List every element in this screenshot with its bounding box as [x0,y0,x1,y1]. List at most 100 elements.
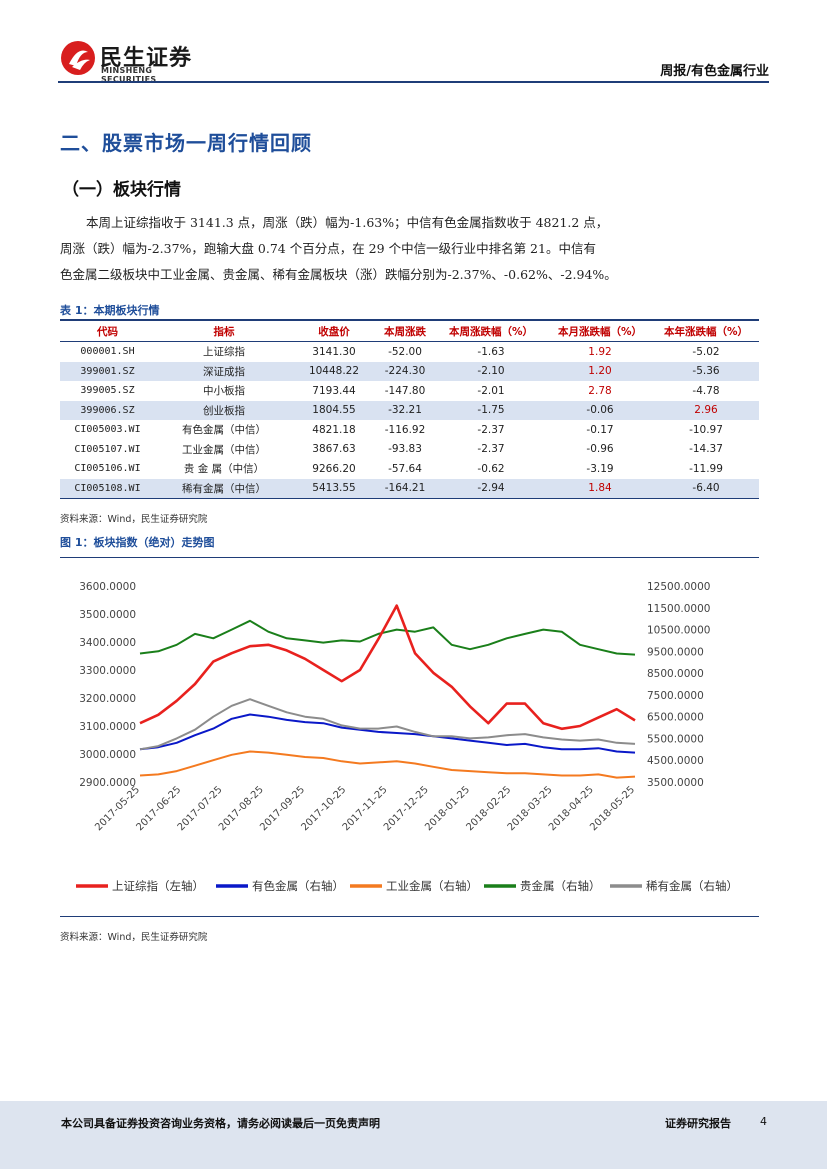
cell-close: 1804.55 [293,400,375,420]
right-axis-tick-label: 5500.0000 [647,733,704,745]
series-line [139,619,636,656]
cell-ytd-pct: -6.40 [653,478,759,499]
cell-monthly-pct: 1.20 [547,361,653,381]
cell-code: 399006.SZ [60,400,155,420]
table-row: CI005003.WI 有色金属（中信） 4821.18 -116.92 -2.… [60,420,759,440]
table-caption: 表 1：本期板块行情 [60,304,160,317]
logo-text-en: MINSHENG SECURITIES [101,66,157,84]
left-axis-tick-label: 3300.0000 [79,665,136,677]
col-header: 本月涨跌幅（%） [547,319,653,342]
cell-code: CI005107.WI [74,443,141,455]
series-line [139,698,636,751]
cell-weekly-change: -57.64 [388,462,422,475]
cell-weekly-change: -147.80 [384,384,426,397]
left-axis-tick-label: 3600.0000 [79,581,136,593]
legend-entry: 贵金属（右轴） [520,879,601,893]
figure-bottom-rule [60,916,759,917]
page-number: 4 [760,1115,767,1128]
right-axis-tick-label: 12500.0000 [647,581,710,593]
left-axis-tick-label: 3500.0000 [79,609,136,621]
paragraph-line: 周涨（跌）幅为-2.37%，跑输大盘 0.74 个百分点，在 29 个中信一级行… [60,241,596,256]
summary-paragraph: 本周上证综指收于 3141.3 点，周涨（跌）幅为-1.63%；中信有色金属指数… [60,210,760,288]
cell-weekly-change: -93.83 [388,443,422,456]
cell-code: 399005.SZ [80,385,135,397]
logo-mark-icon [61,41,95,75]
cell-name: 中小板指 [203,385,245,398]
left-axis-tick-label: 3000.0000 [79,749,136,761]
cell-code: CI005106.WI [74,463,141,475]
section-title: 二、股票市场一周行情回顾 [60,131,312,155]
right-axis-tick-label: 6500.0000 [647,712,704,724]
cell-close: 10448.22 [293,361,375,381]
cell-weekly-pct: -2.94 [435,478,547,499]
cell-name: 工业金属（中信） [182,443,266,456]
page-footer: 本公司具备证券投资咨询业务资格，请务必阅读最后一页免责声明 证券研究报告 4 [0,1101,827,1169]
cell-weekly-change: -52.00 [388,345,422,358]
cell-monthly-pct: -0.06 [547,400,653,420]
cell-code: 000001.SH [80,346,135,358]
legend-entry: 稀有金属（右轴） [646,879,738,893]
cell-close: 9266.20 [312,462,356,475]
left-axis-tick-label: 3400.0000 [79,637,136,649]
cell-code: CI005003.WI [74,424,141,436]
figure-top-rule [60,557,759,558]
cell-ytd-pct: -10.97 [689,423,723,436]
cell-weekly-change: -116.92 [384,423,426,436]
figure-caption: 图 1：板块指数（绝对）走势图 [60,536,215,549]
cell-weekly-pct: -2.10 [435,361,547,381]
sector-index-chart: 3600.0000 3500.0000 3400.0000 3300.0000 3200… [76,581,738,893]
series-line [139,713,636,754]
cell-name: 稀有金属（中信） [155,478,293,499]
col-header: 本年涨跌幅（%） [653,319,759,342]
table-row: CI005106.WI 贵 金 属（中信） 9266.20 -57.64 -0.… [60,459,759,479]
x-axis-tick-label: 2018-05-25 [588,784,637,833]
cell-weekly-pct: -0.62 [477,462,505,475]
col-header: 代码 [60,319,155,342]
cell-name: 贵 金 属（中信） [183,463,265,476]
left-axis-tick-label: 3100.0000 [79,721,136,733]
report-type: 周报/有色金属行业 [660,64,769,79]
cell-ytd-pct: -11.99 [689,462,723,475]
cell-weekly-pct: -2.01 [477,384,505,397]
cell-monthly-pct: -0.96 [586,443,614,456]
cell-close: 3141.30 [312,345,356,358]
cell-name: 深证成指 [155,361,293,381]
right-axis-tick-label: 3500.0000 [647,777,704,789]
cell-monthly-pct: 1.84 [547,478,653,499]
col-header: 指标 [155,319,293,342]
col-header: 本周涨跌幅（%） [435,319,547,342]
legend-entry: 有色金属（右轴） [252,879,344,893]
right-axis-tick-label: 4500.0000 [647,755,704,767]
cell-code: 399001.SZ [60,361,155,381]
cell-close: 3867.63 [312,443,356,456]
cell-monthly-pct: 2.78 [588,384,612,397]
right-axis-tick-label: 8500.0000 [647,668,704,680]
header-divider [58,81,769,83]
right-axis-tick-label: 11500.0000 [647,603,710,615]
cell-close: 7193.44 [312,384,356,397]
footer-disclaimer: 本公司具备证券投资咨询业务资格，请务必阅读最后一页免责声明 [61,1117,380,1130]
cell-monthly-pct: -0.17 [586,423,614,436]
cell-ytd-pct: -4.78 [692,384,720,397]
sector-table: 代码 指标 收盘价 本周涨跌 本周涨跌幅（%） 本月涨跌幅（%） 本年涨跌幅（%… [60,319,759,499]
cell-ytd-pct: -5.36 [653,361,759,381]
right-axis-tick-label: 9500.0000 [647,646,704,658]
right-axis-tick-label: 10500.0000 [647,625,710,637]
left-axis-tick-label: 3200.0000 [79,693,136,705]
col-header: 本周涨跌 [375,319,435,342]
table-header-row: 代码 指标 收盘价 本周涨跌 本周涨跌幅（%） 本月涨跌幅（%） 本年涨跌幅（%… [60,319,759,342]
legend-entry: 上证综指（左轴） [112,879,204,893]
table-source: 资料来源：Wind，民生证券研究院 [60,514,208,525]
cell-ytd-pct: -5.02 [692,345,720,358]
subsection-title: （一）板块行情 [62,180,181,200]
paragraph-line: 色金属二级板块中工业金属、贵金属、稀有金属板块（涨）跌幅分别为-2.37%、-0… [60,267,617,282]
cell-ytd-pct: -14.37 [689,443,723,456]
cell-monthly-pct: -3.19 [586,462,614,475]
table-row: CI005108.WI 稀有金属（中信） 5413.55 -164.21 -2.… [60,478,759,499]
cell-monthly-pct: 1.92 [588,345,612,358]
cell-code: CI005108.WI [60,478,155,499]
cell-name: 创业板指 [155,400,293,420]
cell-weekly-pct: -1.75 [435,400,547,420]
right-axis-tick-label: 7500.0000 [647,690,704,702]
col-header: 收盘价 [293,319,375,342]
